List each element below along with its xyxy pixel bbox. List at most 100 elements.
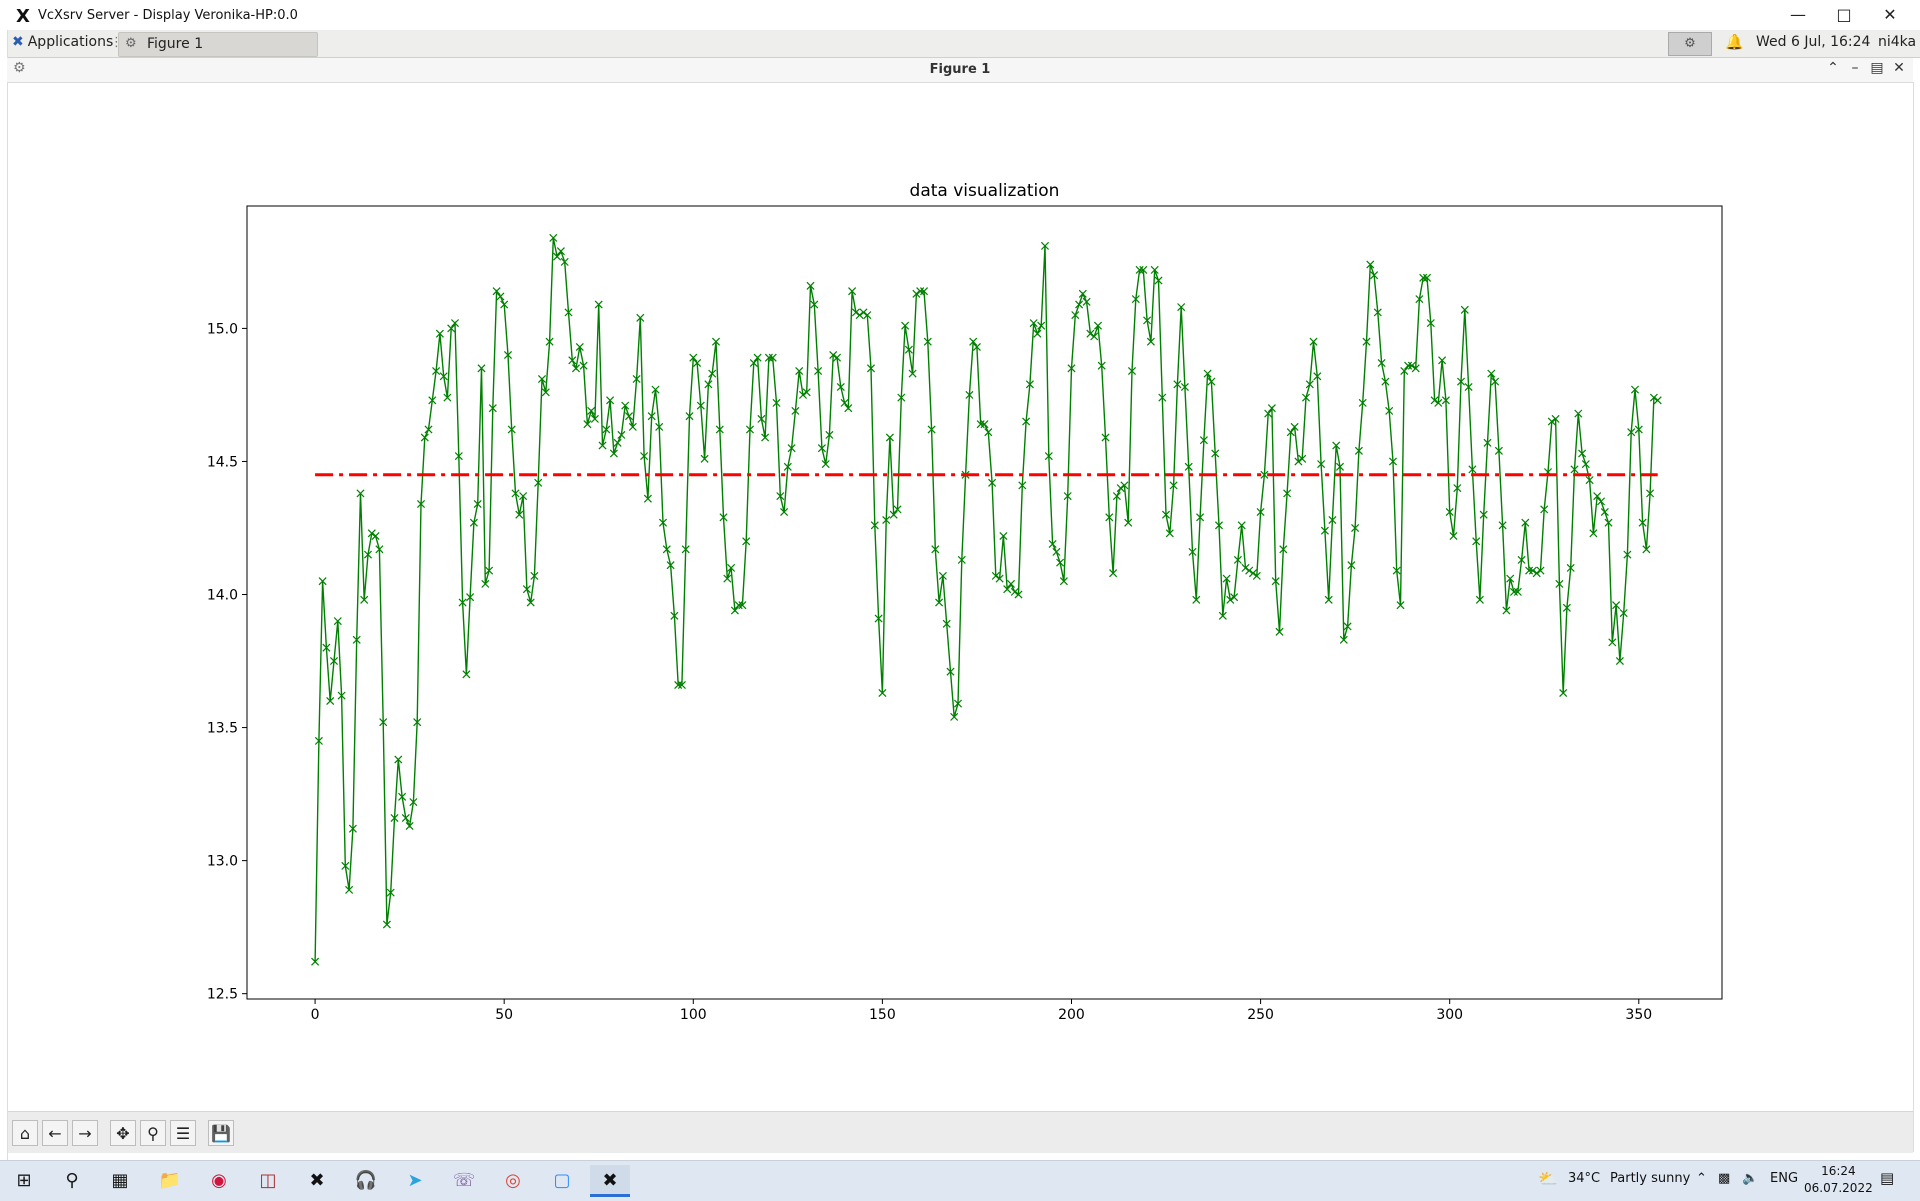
data-point [435, 329, 444, 338]
figure-window-icon[interactable]: ⚙ [13, 60, 26, 76]
data-point [386, 888, 395, 897]
xlaunch-icon[interactable]: ✖ [309, 1170, 325, 1191]
data-point [348, 824, 357, 833]
data-point [1562, 603, 1571, 612]
data-point [855, 311, 864, 320]
data-point [1150, 265, 1159, 274]
notifications-icon[interactable]: ▤ [1880, 1169, 1895, 1187]
data-point [704, 380, 713, 389]
data-point [1551, 414, 1560, 423]
figure-maximize-button[interactable]: ▤ [1870, 60, 1884, 76]
data-point [730, 606, 739, 615]
data-point [318, 577, 327, 586]
data-point [432, 366, 441, 376]
data-point [1313, 372, 1322, 381]
maximize-button[interactable]: □ [1836, 5, 1852, 24]
viber-icon[interactable]: ☏ [452, 1170, 476, 1191]
data-point [1434, 398, 1443, 407]
data-point [919, 287, 929, 296]
language-indicator[interactable]: ENG [1770, 1171, 1799, 1186]
bell-icon[interactable]: 🔔 [1725, 33, 1744, 51]
data-point [658, 518, 668, 527]
data-point [984, 428, 993, 437]
data-point [727, 563, 736, 572]
app-red-icon[interactable]: ◉ [211, 1170, 227, 1191]
taskbar-item-figure1[interactable]: ⚙ Figure 1 [118, 32, 318, 57]
zoom-app-icon[interactable]: ▢ [553, 1170, 571, 1191]
save-icon[interactable]: 💾 [208, 1120, 234, 1146]
data-point [916, 287, 925, 296]
data-point [1101, 433, 1110, 442]
data-point [866, 364, 876, 373]
configure-icon[interactable]: ☰ [170, 1120, 196, 1146]
tray-figure-icon[interactable]: ⚙ [1668, 32, 1712, 56]
series-line [314, 237, 1659, 962]
data-point [783, 462, 792, 471]
forward-icon[interactable]: → [72, 1120, 98, 1146]
data-point [1525, 566, 1534, 575]
data-point [988, 478, 997, 487]
data-point [1169, 481, 1178, 490]
pan-icon[interactable]: ✥ [110, 1120, 136, 1146]
data-point [481, 579, 490, 588]
figure-minimize-button[interactable]: – [1851, 60, 1859, 76]
data-point [1373, 308, 1382, 317]
data-point [398, 792, 407, 801]
vcxsrv-taskbar-icon[interactable]: ✖ [590, 1165, 630, 1197]
shade-button[interactable]: ⌃ [1827, 60, 1839, 76]
data-point [1638, 518, 1647, 527]
data-point [352, 635, 361, 644]
chevron-up-icon[interactable]: ⌃ [1696, 1171, 1707, 1186]
data-point [1513, 587, 1522, 596]
data-point [1479, 510, 1488, 519]
data-point [1351, 523, 1360, 533]
data-point [764, 353, 773, 362]
data-point [1097, 361, 1106, 370]
app-book-icon[interactable]: ◫ [259, 1170, 277, 1191]
zoom-icon[interactable]: ⚲ [140, 1120, 166, 1146]
start-icon[interactable]: ⊞ [16, 1170, 32, 1191]
x-tick-label: 50 [495, 1007, 513, 1023]
panel-user[interactable]: ni4ka [1878, 34, 1917, 50]
volume-icon[interactable]: 🔈 [1742, 1171, 1759, 1186]
data-point [1400, 366, 1409, 376]
weather-desc[interactable]: Partly sunny [1610, 1171, 1691, 1186]
telegram-icon[interactable]: ➤ [407, 1170, 423, 1191]
data-point [734, 601, 743, 610]
data-point [617, 430, 626, 439]
data-point [382, 920, 391, 929]
data-point [1615, 656, 1624, 666]
minimize-button[interactable]: — [1790, 5, 1806, 24]
network-icon[interactable]: ▩ [1718, 1171, 1731, 1186]
data-point [874, 614, 883, 623]
data-point [677, 680, 686, 690]
panel-clock[interactable]: Wed 6 Jul, 16:24 [1756, 34, 1871, 50]
applications-menu[interactable]: ✖ Applications [12, 34, 114, 50]
task-view-icon[interactable]: ▦ [111, 1170, 129, 1191]
data-point [1294, 457, 1303, 466]
data-point [1264, 409, 1273, 418]
data-point [1362, 337, 1371, 346]
chrome-icon[interactable]: ◎ [505, 1170, 521, 1191]
back-icon[interactable]: ← [42, 1120, 68, 1146]
audio-app-icon[interactable]: 🎧 [354, 1170, 378, 1191]
search-icon[interactable]: ⚲ [65, 1170, 79, 1191]
data-point [901, 321, 910, 330]
figure-close-button[interactable]: ✕ [1893, 60, 1905, 76]
data-point [1033, 329, 1042, 338]
data-point [416, 499, 426, 509]
close-button[interactable]: ✕ [1883, 5, 1897, 24]
home-icon[interactable]: ⌂ [12, 1120, 38, 1146]
weather-temp[interactable]: 34°C [1568, 1171, 1601, 1186]
file-explorer-icon[interactable]: 📁 [158, 1170, 182, 1191]
data-point [1630, 385, 1640, 394]
data-point [1623, 550, 1632, 559]
data-point [314, 736, 323, 745]
data-point [685, 412, 694, 421]
figure-canvas[interactable]: data visualization 0 50 100 150 200 250 300 350 1… [8, 83, 1913, 1111]
taskbar-clock[interactable]: 16:24 06.07.2022 [1804, 1163, 1873, 1197]
weather-icon[interactable]: ⛅ [1538, 1169, 1558, 1188]
data-point [723, 574, 732, 583]
x-tick-label: 200 [1058, 1007, 1085, 1023]
y-tick-label: 12.5 [207, 987, 238, 1003]
